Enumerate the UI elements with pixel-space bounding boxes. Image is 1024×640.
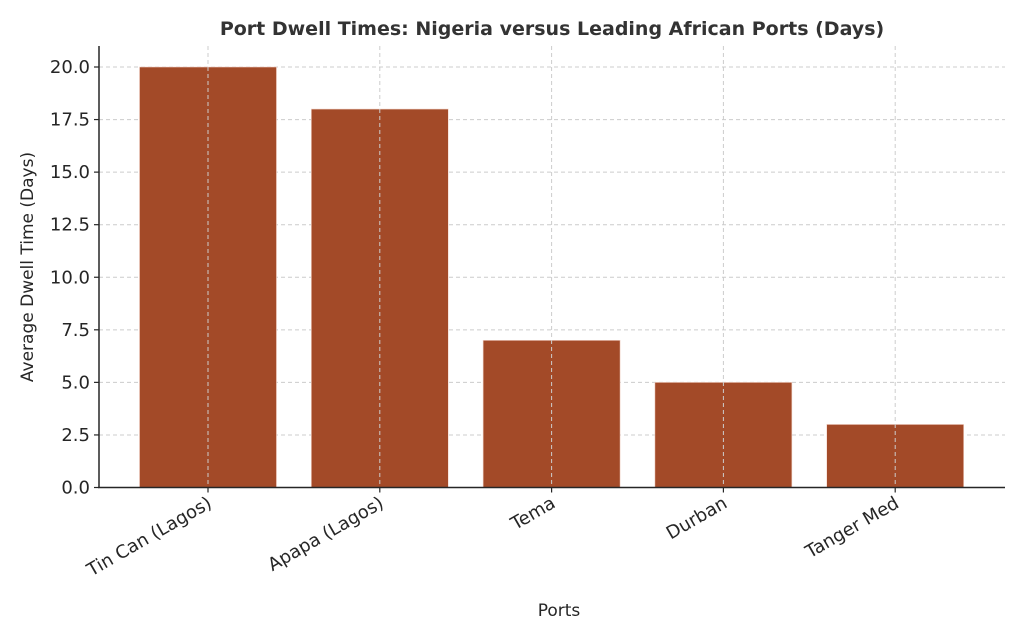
y-tick-label: 10.0 bbox=[50, 267, 90, 288]
y-tick-label: 0.0 bbox=[61, 478, 90, 499]
x-tick-label: Tin Can (Lagos) bbox=[83, 493, 216, 582]
x-tick-label: Apapa (Lagos) bbox=[264, 493, 387, 576]
y-tick-label: 5.0 bbox=[61, 372, 90, 393]
y-tick-label: 20.0 bbox=[50, 57, 90, 78]
x-tick-label: Durban bbox=[663, 493, 731, 544]
y-axis-label: Average Dwell Time (Days) bbox=[18, 152, 38, 382]
x-axis-ticks: Tin Can (Lagos) Apapa (Lagos) Tema Durban Ta… bbox=[83, 487, 903, 582]
x-tick-label: Tanger Med bbox=[801, 493, 903, 564]
bars bbox=[139, 46, 965, 488]
y-tick-label: 15.0 bbox=[50, 162, 90, 183]
y-tick-label: 7.5 bbox=[61, 320, 90, 341]
y-axis-ticks: 0.0 2.5 5.0 7.5 10.0 12.5 15.0 17.5 20.0 bbox=[50, 57, 99, 499]
x-axis-label: Ports bbox=[538, 601, 581, 621]
x-tick-label: Tema bbox=[507, 493, 560, 535]
y-tick-label: 2.5 bbox=[61, 425, 90, 446]
y-tick-label: 12.5 bbox=[50, 215, 90, 236]
y-tick-label: 17.5 bbox=[50, 110, 90, 131]
chart-title: Port Dwell Times: Nigeria versus Leading… bbox=[220, 18, 884, 40]
